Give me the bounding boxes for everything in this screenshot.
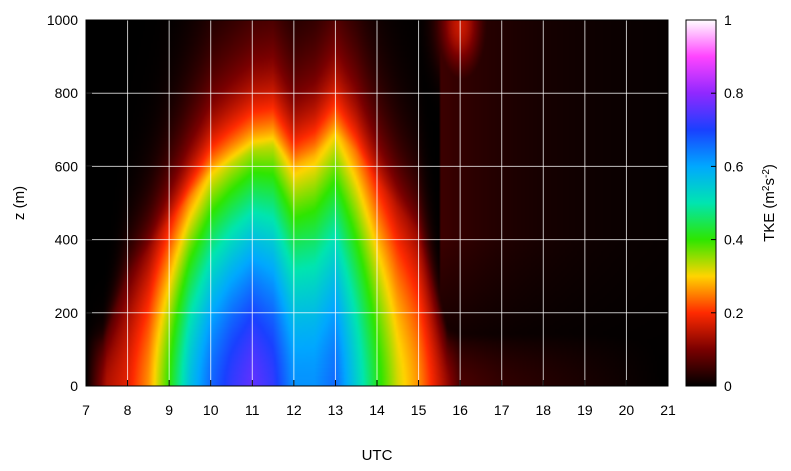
y-tick-label: 800	[55, 85, 79, 101]
x-tick-label: 21	[660, 402, 676, 418]
colorbar-tick-label: 1	[724, 12, 732, 28]
y-tick-label: 1000	[47, 12, 78, 28]
x-tick-label: 14	[369, 402, 385, 418]
colorbar-tick-label: 0.4	[724, 232, 744, 248]
y-axis: 0 200 400 600 800 1000	[47, 12, 92, 394]
x-tick-label: 15	[411, 402, 427, 418]
x-tick-label: 9	[165, 402, 173, 418]
colorbar-tick-label: 0.2	[724, 305, 744, 321]
colorbar-label-mid: s	[761, 178, 778, 186]
x-tick-label: 12	[286, 402, 302, 418]
x-tick-label: 11	[245, 402, 260, 418]
y-tick-label: 0	[70, 378, 78, 394]
y-tick-label: 400	[55, 232, 79, 248]
x-tick-label: 13	[328, 402, 344, 418]
y-axis-label: z (m)	[11, 186, 28, 220]
x-tick-label: 17	[494, 402, 510, 418]
colorbar-label: TKE (m2s-2)	[761, 164, 779, 242]
x-tick-label: 10	[203, 402, 219, 418]
y-tick-label: 600	[55, 158, 79, 174]
colorbar: 0 0.2 0.4 0.6 0.8 1 TKE (m2s-2)	[685, 12, 779, 394]
x-axis-label: UTC	[362, 447, 393, 464]
x-tick-label: 8	[124, 402, 132, 418]
colorbar-gradient	[686, 20, 716, 386]
x-tick-label: 20	[619, 402, 635, 418]
x-tick-label: 7	[82, 402, 90, 418]
colorbar-ticks: 0 0.2 0.4 0.6 0.8 1	[711, 12, 744, 394]
colorbar-label-prefix: TKE (m	[761, 191, 778, 242]
x-tick-label: 18	[535, 402, 551, 418]
colorbar-label-sup2: -2	[761, 169, 772, 178]
colorbar-label-suffix: )	[761, 164, 778, 169]
x-axis: 7 8 9 10 11 12 13 14 15 16 17 18 19 20 21	[82, 380, 676, 418]
colorbar-tick-label: 0	[724, 378, 732, 394]
colorbar-tick-label: 0.8	[724, 85, 744, 101]
grid-lines	[86, 20, 668, 386]
colorbar-label-sup1: 2	[761, 185, 772, 191]
colorbar-tick-label: 0.6	[724, 158, 744, 174]
colorbar-frame	[685, 19, 717, 387]
x-tick-label: 19	[577, 402, 593, 418]
y-tick-label: 200	[55, 305, 79, 321]
x-tick-label: 16	[452, 402, 468, 418]
